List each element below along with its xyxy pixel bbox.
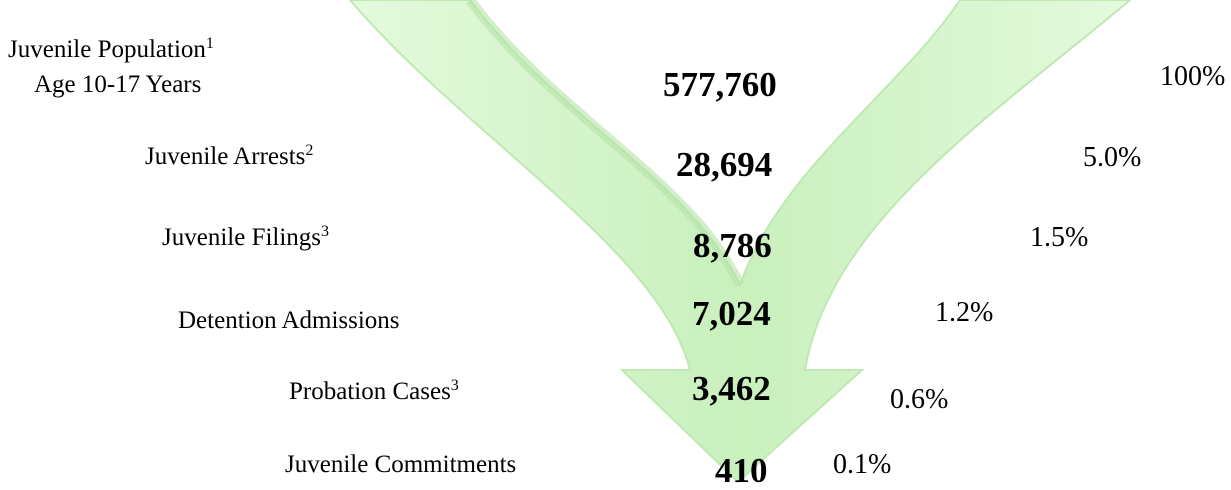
stage-count: 3,462 <box>692 371 771 406</box>
stage-percent: 0.1% <box>833 451 891 479</box>
stage-label: Detention Admissions <box>178 308 400 333</box>
stage-percent: 100% <box>1160 63 1225 91</box>
page: Juvenile Population1 Age 10-17 Years 577… <box>0 0 1231 485</box>
stage-label: Juvenile Filings3 <box>162 225 329 250</box>
stage-percent: 5.0% <box>1083 144 1141 172</box>
stage-label: Probation Cases3 <box>289 379 459 404</box>
label-text: Juvenile Arrests <box>145 143 305 170</box>
stage-percent: 0.6% <box>890 386 948 414</box>
stage-count: 577,760 <box>663 67 777 102</box>
label-text: Probation Cases <box>289 378 451 405</box>
label-text: Juvenile Filings <box>162 224 321 251</box>
footnote-mark: 1 <box>206 35 214 52</box>
stage-label: Juvenile Population1 <box>8 37 214 62</box>
label-text: Juvenile Population <box>8 36 206 63</box>
footnote-mark: 2 <box>305 142 313 159</box>
stage-percent: 1.5% <box>1030 224 1088 252</box>
footnote-mark: 3 <box>321 223 329 240</box>
stage-percent: 1.2% <box>935 299 993 327</box>
stage-label: Juvenile Arrests2 <box>145 144 313 169</box>
stage-count: 410 <box>715 453 768 488</box>
stage-count: 28,694 <box>676 147 772 182</box>
stage-sublabel: Age 10-17 Years <box>34 72 201 97</box>
stage-count: 7,024 <box>692 296 771 331</box>
stage-label: Juvenile Commitments <box>285 452 516 477</box>
stage-count: 8,786 <box>693 228 772 263</box>
footnote-mark: 3 <box>451 377 459 394</box>
